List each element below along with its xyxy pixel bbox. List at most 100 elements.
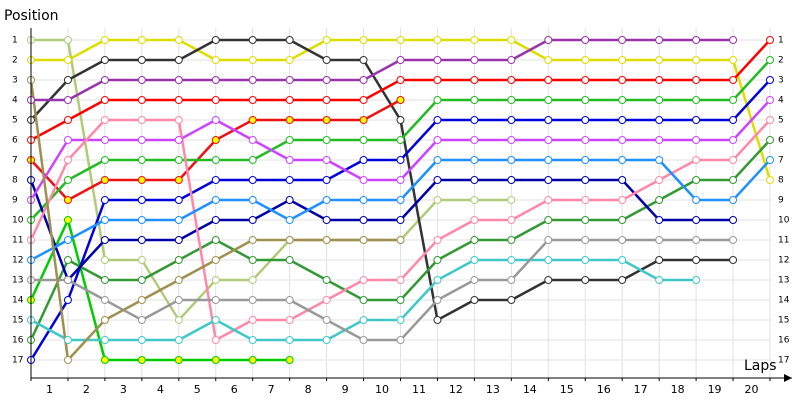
marker xyxy=(174,96,183,104)
marker xyxy=(211,76,220,84)
marker xyxy=(285,136,294,144)
marker xyxy=(285,76,294,84)
marker xyxy=(507,176,516,184)
marker xyxy=(359,136,368,144)
marker xyxy=(322,56,331,64)
marker xyxy=(137,336,146,344)
marker xyxy=(544,256,553,264)
y-tick-label: 1 xyxy=(12,36,18,46)
marker xyxy=(248,176,257,184)
marker xyxy=(470,36,479,44)
marker xyxy=(507,136,516,144)
marker xyxy=(100,356,109,364)
marker xyxy=(433,36,442,44)
series-line xyxy=(29,218,290,362)
marker xyxy=(359,196,368,204)
y-tick-label: 4 xyxy=(12,96,18,106)
marker xyxy=(766,56,774,64)
marker xyxy=(618,56,627,64)
marker xyxy=(322,36,331,44)
y-tick-label: 15 xyxy=(12,316,23,326)
x-axis-title: Laps xyxy=(744,358,777,374)
y-tick-label: 16 xyxy=(12,336,24,346)
series-markers xyxy=(27,36,774,364)
marker xyxy=(396,76,405,84)
marker xyxy=(285,316,294,324)
marker xyxy=(618,36,627,44)
marker xyxy=(470,96,479,104)
marker xyxy=(581,36,590,44)
marker xyxy=(396,56,405,64)
marker xyxy=(174,196,183,204)
marker xyxy=(359,216,368,224)
marker xyxy=(581,56,590,64)
marker xyxy=(507,36,516,44)
marker xyxy=(137,156,146,164)
marker xyxy=(137,256,146,264)
marker xyxy=(63,76,72,84)
marker xyxy=(729,76,738,84)
x-tick-label: 3 xyxy=(120,383,127,396)
y-tick-label-right: 8 xyxy=(778,176,784,186)
marker xyxy=(470,196,479,204)
marker xyxy=(618,116,627,124)
marker xyxy=(285,56,294,64)
marker xyxy=(470,116,479,124)
marker xyxy=(248,156,257,164)
marker xyxy=(63,356,72,364)
y-axis-title: Position xyxy=(4,8,59,24)
marker xyxy=(396,336,405,344)
y-tick-label: 12 xyxy=(12,256,23,266)
marker xyxy=(63,156,72,164)
marker xyxy=(655,256,664,264)
marker xyxy=(174,236,183,244)
marker xyxy=(544,156,553,164)
x-tick-label: 20 xyxy=(745,383,759,396)
marker xyxy=(100,176,109,184)
marker xyxy=(248,356,257,364)
marker xyxy=(285,196,294,204)
marker xyxy=(433,176,442,184)
marker xyxy=(137,216,146,224)
x-tick-label: 18 xyxy=(671,383,685,396)
marker xyxy=(729,256,738,264)
x-tick-label: 4 xyxy=(157,383,164,396)
marker xyxy=(581,156,590,164)
marker xyxy=(692,76,701,84)
marker xyxy=(100,196,109,204)
marker xyxy=(581,196,590,204)
marker xyxy=(692,256,701,264)
marker xyxy=(396,316,405,324)
marker xyxy=(248,116,257,124)
marker xyxy=(507,76,516,84)
marker xyxy=(581,116,590,124)
marker xyxy=(63,216,72,224)
marker xyxy=(692,176,701,184)
marker xyxy=(137,56,146,64)
marker xyxy=(729,216,738,224)
marker xyxy=(729,136,738,144)
marker xyxy=(618,276,627,284)
y-tick-label-right: 17 xyxy=(778,356,789,366)
marker xyxy=(100,276,109,284)
marker xyxy=(655,276,664,284)
marker xyxy=(766,76,774,84)
marker xyxy=(211,236,220,244)
marker xyxy=(655,216,664,224)
marker xyxy=(285,116,294,124)
marker xyxy=(729,96,738,104)
marker xyxy=(581,256,590,264)
marker xyxy=(766,176,774,184)
marker xyxy=(729,36,738,44)
marker xyxy=(359,76,368,84)
marker xyxy=(433,76,442,84)
marker xyxy=(544,76,553,84)
marker xyxy=(174,336,183,344)
marker xyxy=(470,56,479,64)
y-tick-label: 11 xyxy=(12,236,23,246)
y-tick-label: 2 xyxy=(12,56,18,66)
marker xyxy=(174,256,183,264)
marker xyxy=(507,236,516,244)
marker xyxy=(137,76,146,84)
